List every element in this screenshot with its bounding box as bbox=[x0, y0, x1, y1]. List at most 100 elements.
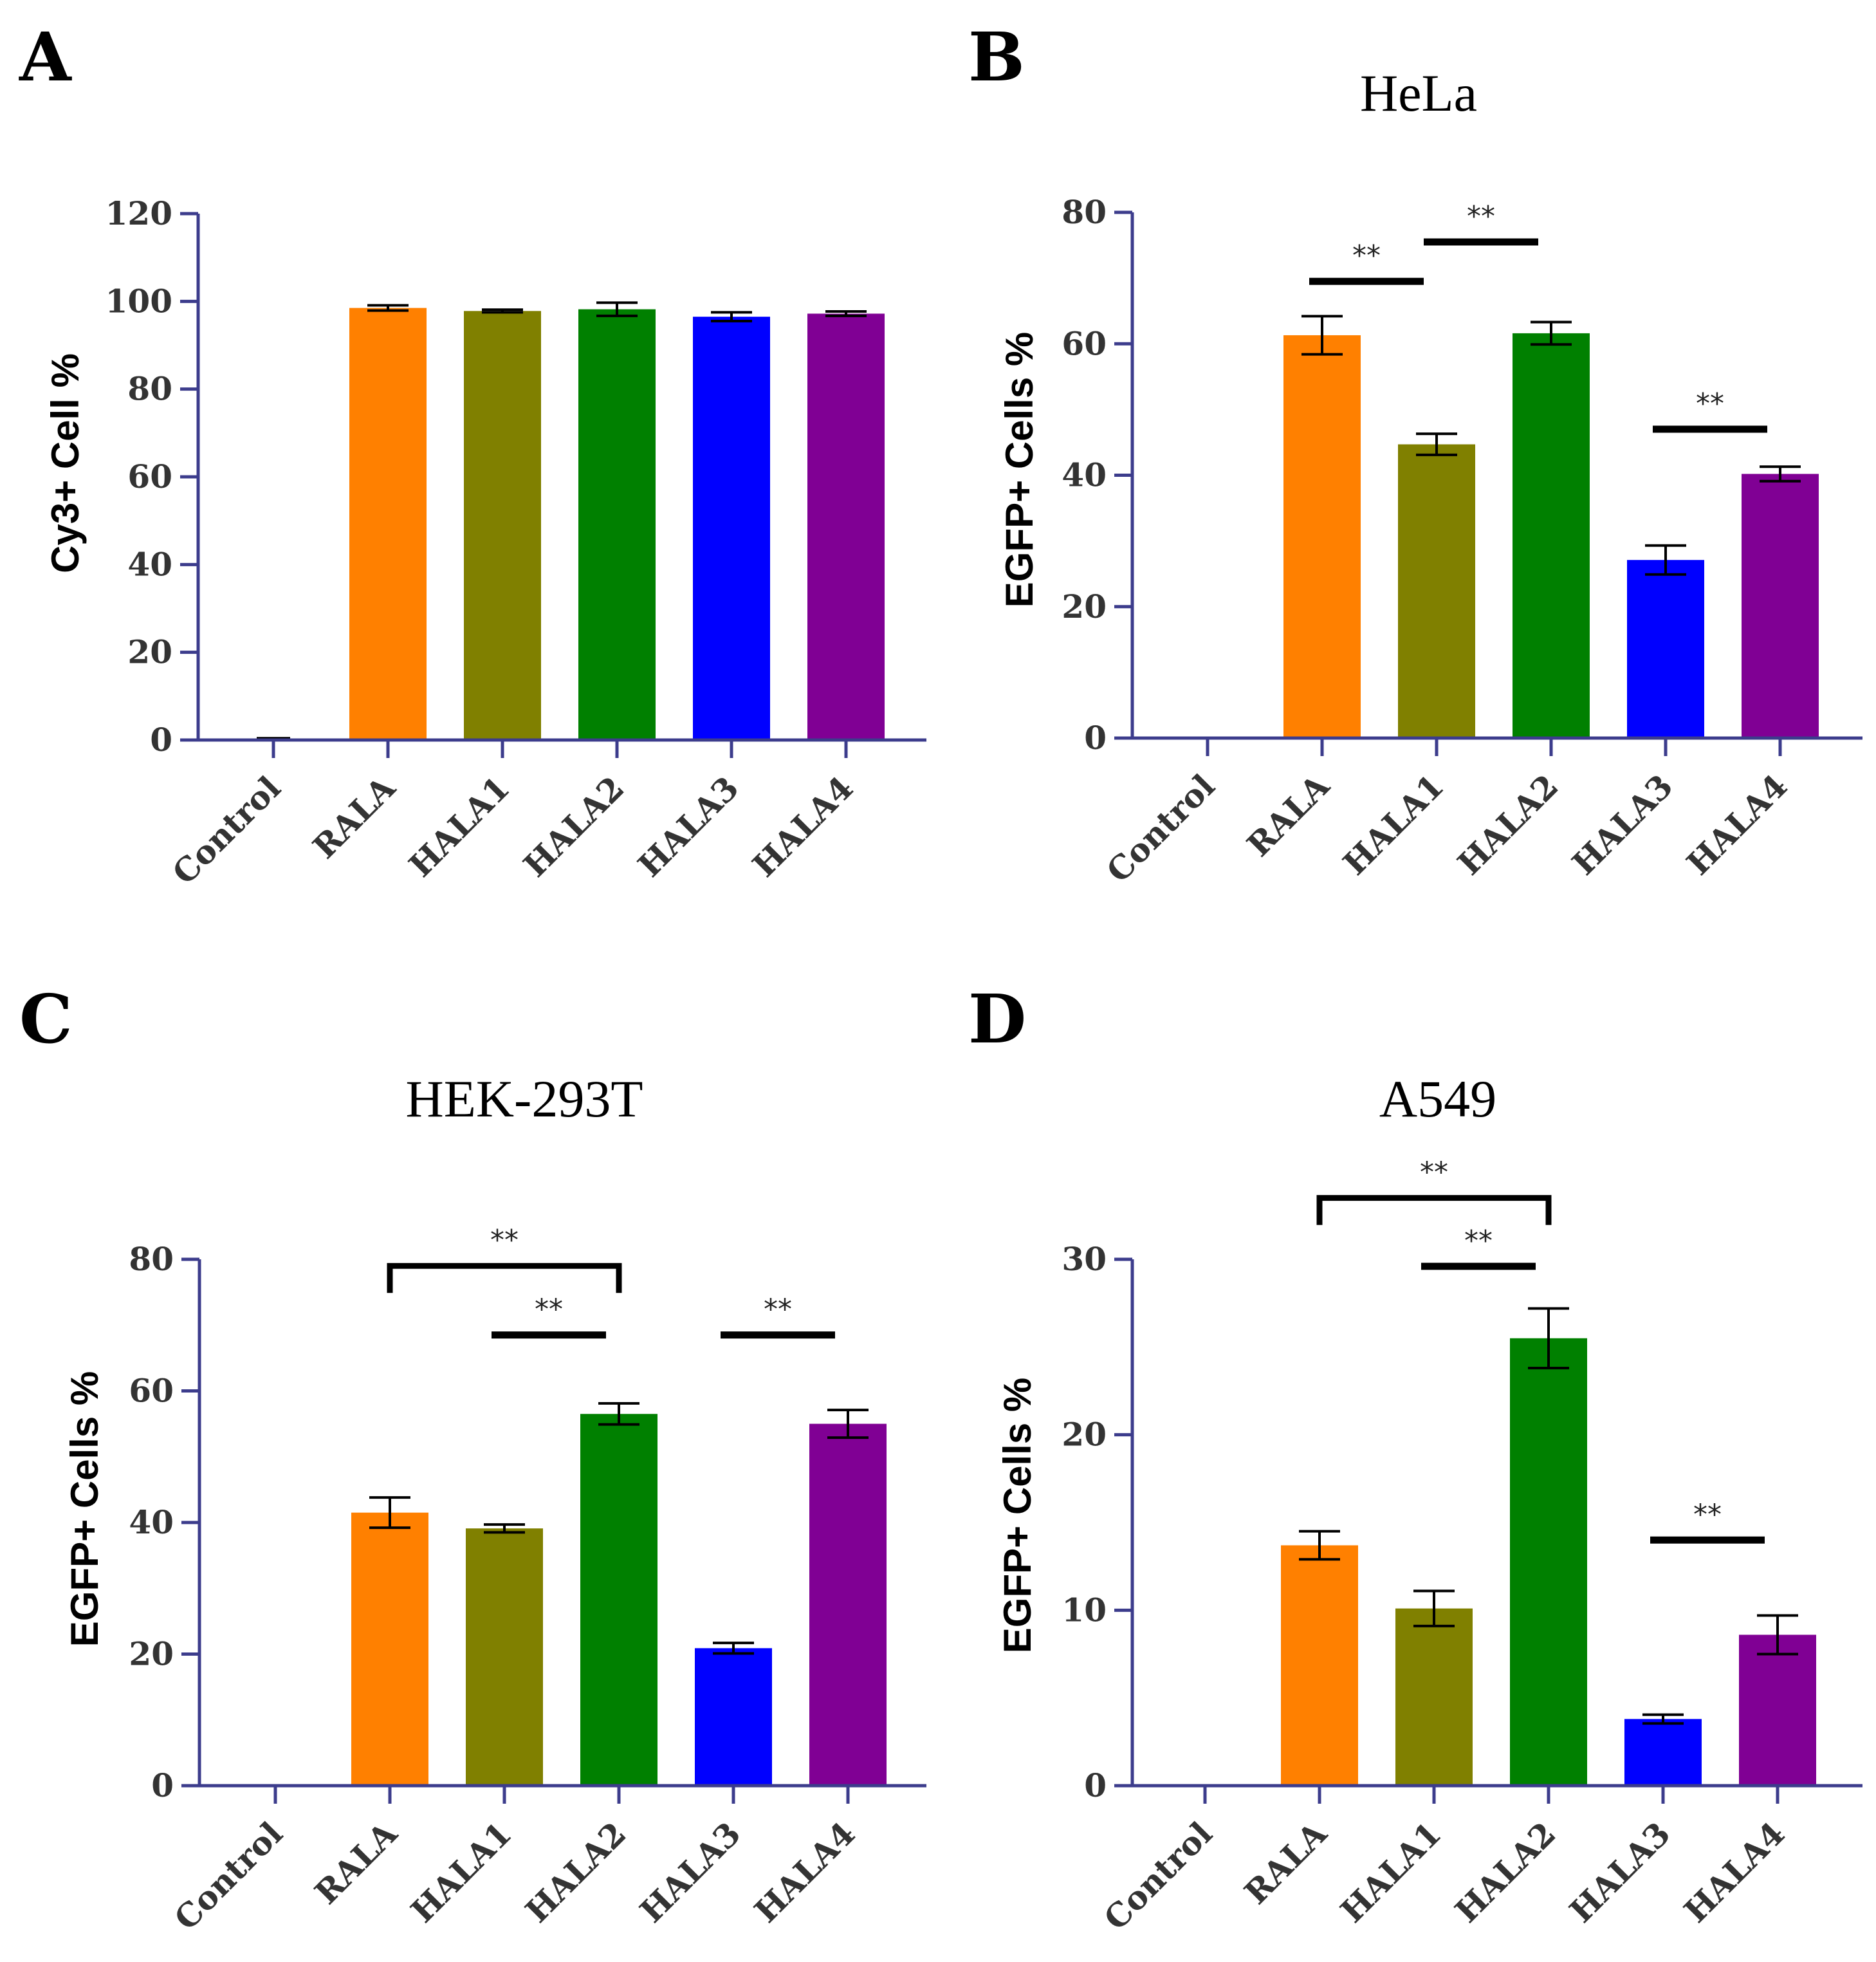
x-tick-label: HALA3 bbox=[632, 1815, 748, 1930]
y-tick-label: 20 bbox=[1062, 588, 1107, 625]
y-axis-label: EGFP+ Cells % bbox=[996, 1378, 1039, 1654]
significance-marker: ** bbox=[1316, 1156, 1552, 1225]
x-tick-label: HALA2 bbox=[518, 1815, 633, 1930]
y-tick-label: 80 bbox=[129, 1240, 174, 1278]
y-axis-label: EGFP+ Cells % bbox=[998, 332, 1041, 608]
bar-hala4 bbox=[809, 1423, 887, 1786]
significance-bracket bbox=[1316, 1195, 1552, 1225]
bar-rala bbox=[1283, 335, 1361, 738]
bar-hala1 bbox=[1395, 1608, 1473, 1786]
bar-hala1 bbox=[1398, 444, 1475, 738]
significance-bracket bbox=[387, 1263, 622, 1293]
x-tick-label: HALA4 bbox=[745, 769, 860, 884]
y-tick-label: 10 bbox=[1062, 1591, 1107, 1629]
error-bar bbox=[827, 1409, 869, 1439]
panel-letter: C bbox=[19, 979, 73, 1059]
bar-hala2 bbox=[578, 309, 656, 740]
y-tick-label: 80 bbox=[1062, 193, 1107, 231]
error-bar bbox=[598, 1402, 639, 1426]
x-tick-label: HALA2 bbox=[516, 769, 631, 884]
error-bar bbox=[1645, 544, 1686, 576]
panel-d: D A549 EGFP+ Cells % Control RALAHALA1HAL… bbox=[968, 979, 1862, 1938]
bar-hala4 bbox=[1742, 474, 1819, 738]
x-tick-label: Control bbox=[165, 769, 288, 892]
bar-hala4 bbox=[807, 313, 885, 740]
y-tick-label: 0 bbox=[1084, 719, 1107, 757]
y-tick-label: 40 bbox=[129, 1503, 174, 1541]
x-tick-label: RALA bbox=[306, 768, 403, 866]
x-tick-label: HALA1 bbox=[403, 1815, 519, 1930]
significance-marker: ** bbox=[492, 1293, 606, 1339]
y-tick-label: 0 bbox=[1084, 1766, 1107, 1804]
error-bar bbox=[1531, 320, 1572, 346]
y-tick-label: 20 bbox=[1062, 1416, 1107, 1454]
bar-hala1 bbox=[466, 1528, 543, 1786]
panel-letter: B bbox=[968, 17, 1025, 97]
significance-marker: ** bbox=[1653, 387, 1767, 433]
y-tick-label: 20 bbox=[127, 633, 172, 671]
error-bar bbox=[1299, 1530, 1340, 1561]
error-bar bbox=[825, 310, 867, 317]
y-tick-label: 120 bbox=[106, 194, 172, 232]
significance-label: ** bbox=[1693, 1498, 1722, 1531]
x-tick-label: HALA2 bbox=[1450, 767, 1565, 882]
error-bar bbox=[713, 1642, 754, 1655]
significance-label: ** bbox=[535, 1293, 563, 1326]
bar-hala2 bbox=[580, 1414, 658, 1786]
significance-marker: ** bbox=[387, 1224, 622, 1293]
x-tick-label: HALA1 bbox=[1333, 1815, 1448, 1930]
significance-label: ** bbox=[490, 1224, 519, 1257]
significance-marker: ** bbox=[721, 1293, 835, 1339]
y-tick-label: 40 bbox=[127, 545, 172, 583]
error-bar bbox=[1757, 1614, 1798, 1656]
panel-c: C HEK-293T EGFP+ Cells % Control RALAHALA… bbox=[19, 979, 926, 1938]
x-tick-label: HALA4 bbox=[1677, 1815, 1792, 1930]
y-axis-label: EGFP+ Cells % bbox=[63, 1371, 106, 1647]
x-tick-label: HALA1 bbox=[1336, 767, 1451, 882]
significance-label: ** bbox=[1352, 239, 1381, 272]
significance-marker: ** bbox=[1421, 1225, 1536, 1270]
bar-hala3 bbox=[695, 1648, 772, 1786]
y-tick-label: 60 bbox=[127, 458, 172, 495]
x-tick-label: HALA2 bbox=[1448, 1815, 1563, 1930]
error-bar bbox=[1301, 315, 1343, 356]
panel-title: HeLa bbox=[1360, 64, 1477, 122]
error-bar bbox=[1416, 432, 1457, 456]
x-tick-label: RALA bbox=[1240, 766, 1338, 864]
error-bar bbox=[1413, 1589, 1455, 1627]
y-tick-label: 80 bbox=[127, 370, 172, 408]
x-tick-label: HALA4 bbox=[1679, 767, 1794, 882]
error-bar bbox=[1528, 1307, 1569, 1370]
y-tick-label: 30 bbox=[1062, 1240, 1107, 1278]
significance-label: ** bbox=[764, 1293, 792, 1326]
error-bar bbox=[369, 1496, 410, 1530]
panel-title: A549 bbox=[1379, 1069, 1496, 1128]
bar-hala3 bbox=[1627, 560, 1704, 738]
bar-hala3 bbox=[693, 317, 770, 741]
error-bar bbox=[596, 301, 638, 317]
significance-marker: ** bbox=[1309, 239, 1424, 285]
significance-label: ** bbox=[1467, 200, 1495, 233]
panel-letter: A bbox=[19, 17, 72, 97]
error-bar bbox=[367, 304, 409, 312]
x-tick-label: HALA3 bbox=[630, 769, 746, 884]
bar-hala4 bbox=[1739, 1634, 1816, 1786]
y-tick-label: 60 bbox=[1062, 324, 1107, 362]
significance-label: ** bbox=[1420, 1156, 1448, 1189]
y-tick-label: 60 bbox=[129, 1372, 174, 1410]
y-axis-label: Cy3+ Cell % bbox=[44, 353, 87, 573]
bar-hala2 bbox=[1513, 333, 1590, 738]
significance-marker: ** bbox=[1424, 200, 1538, 246]
x-tick-label: RALA bbox=[308, 1814, 405, 1912]
error-bar bbox=[711, 311, 752, 323]
bar-hala2 bbox=[1510, 1338, 1587, 1786]
significance-label: ** bbox=[1464, 1225, 1493, 1257]
significance-label: ** bbox=[1696, 387, 1724, 420]
x-tick-label: HALA1 bbox=[401, 769, 517, 884]
bar-hala1 bbox=[464, 311, 541, 741]
error-bar bbox=[484, 1523, 525, 1534]
